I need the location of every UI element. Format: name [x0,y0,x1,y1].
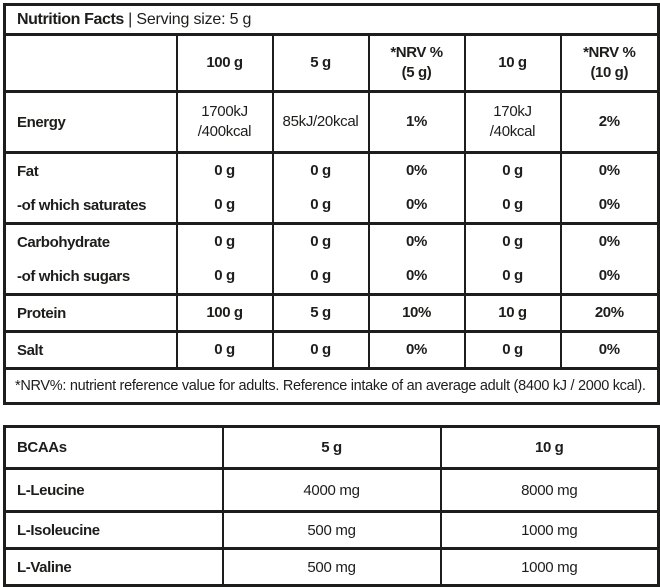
nutrient-value: 2% [559,91,660,153]
nutrient-value: 0% [559,223,660,259]
nutrient-value: 0 g [271,152,370,188]
column-header-row: 100 g 5 g *NRV % (5 g) 10 g *NRV % (10 g) [3,34,660,92]
nutrient-value: 0% [559,331,660,369]
amino-acid-value: 8000 mg [439,468,660,512]
nutrient-value: 0 g [175,152,274,188]
table-row-carbohydrate: Carbohydrate 0 g 0 g 0% 0 g 0% [3,223,660,259]
table-row-valine: L-Valine 500 mg 1000 mg [3,548,660,586]
nutrient-value: 0% [559,152,660,188]
row-label: Energy [3,91,178,153]
table-row-fat: Fat 0 g 0 g 0% 0 g 0% [3,152,660,188]
table-row-protein: Protein 100 g 5 g 10% 10 g 20% [3,294,660,332]
nutrient-value: 1% [367,91,466,153]
amino-acid-value: 1000 mg [439,511,660,549]
amino-acid-value: 1000 mg [439,548,660,586]
nutrient-value: 170kJ/40kcal [463,91,562,153]
bcaa-header-5g: 5 g [221,426,442,469]
table-row-leucine: L-Leucine 4000 mg 8000 mg [3,468,660,512]
nutrition-facts-table: Nutrition Facts | Serving size: 5 g 100 … [3,3,660,405]
header-nrv-10g: *NRV % (10 g) [559,34,660,92]
table-row-saturates: -of which saturates 0 g 0 g 0% 0 g 0% [3,188,660,224]
bcaa-header-10g: 10 g [439,426,660,469]
row-label: -of which saturates [3,188,178,224]
nutrient-value: 0% [367,188,466,224]
amino-acid-value: 4000 mg [221,468,442,512]
nutrient-value: 0% [367,223,466,259]
table-title-row: Nutrition Facts | Serving size: 5 g [3,4,660,35]
row-label: Fat [3,152,178,188]
row-label: Carbohydrate [3,223,178,259]
table-row-salt: Salt 0 g 0 g 0% 0 g 0% [3,331,660,369]
nutrient-value: 0 g [175,188,274,224]
bcaa-heading: BCAAs [3,426,224,469]
header-5g: 5 g [271,34,370,92]
table-row-energy: Energy 1700kJ/400kcal 85kJ/20kcal 1% 170… [3,91,660,153]
nutrient-value: 0% [367,331,466,369]
row-label: L-Isoleucine [3,511,224,549]
amino-acid-value: 500 mg [221,548,442,586]
nutrient-value: 0 g [463,223,562,259]
nutrient-value: 0 g [271,188,370,224]
nutrient-value: 100 g [175,294,274,332]
nutrient-value: 0 g [463,331,562,369]
nutrient-value: 10 g [463,294,562,332]
nutrient-value: 0 g [463,259,562,295]
header-10g: 10 g [463,34,562,92]
serving-size-text: | Serving size: 5 g [128,11,252,28]
row-label: -of which sugars [3,259,178,295]
header-100g: 100 g [175,34,274,92]
nutrient-value: 5 g [271,294,370,332]
nrv-footnote: *NRV%: nutrient reference value for adul… [3,368,660,404]
nutrient-value: 0 g [271,331,370,369]
nutrient-value: 0 g [175,259,274,295]
table-row-isoleucine: L-Isoleucine 500 mg 1000 mg [3,511,660,549]
table-row-sugars: -of which sugars 0 g 0 g 0% 0 g 0% [3,259,660,295]
nutrient-value: 0 g [175,331,274,369]
header-nrv-5g: *NRV % (5 g) [367,34,466,92]
amino-acid-value: 500 mg [221,511,442,549]
nutrient-value: 0 g [463,152,562,188]
row-label: L-Valine [3,548,224,586]
footnote-row: *NRV%: nutrient reference value for adul… [3,368,660,404]
nutrient-value: 0 g [175,223,274,259]
nutrient-value: 0% [367,152,466,188]
header-empty-cell [3,34,178,92]
row-label: L-Leucine [3,468,224,512]
nutrient-value: 0% [559,188,660,224]
table-title-cell: Nutrition Facts | Serving size: 5 g [3,4,660,35]
nutrient-value: 85kJ/20kcal [271,91,370,153]
nutrition-facts-heading: Nutrition Facts [17,11,124,28]
nutrient-value: 0% [367,259,466,295]
nutrient-value: 0 g [271,259,370,295]
bcaa-table: BCAAs 5 g 10 g L-Leucine 4000 mg 8000 mg… [3,425,660,587]
nutrient-value: 0% [559,259,660,295]
nutrient-value: 0 g [271,223,370,259]
nutrient-value: 10% [367,294,466,332]
row-label: Salt [3,331,178,369]
nutrient-value: 1700kJ/400kcal [175,91,274,153]
bcaa-header-row: BCAAs 5 g 10 g [3,426,660,469]
nutrient-value: 20% [559,294,660,332]
nutrient-value: 0 g [463,188,562,224]
row-label: Protein [3,294,178,332]
